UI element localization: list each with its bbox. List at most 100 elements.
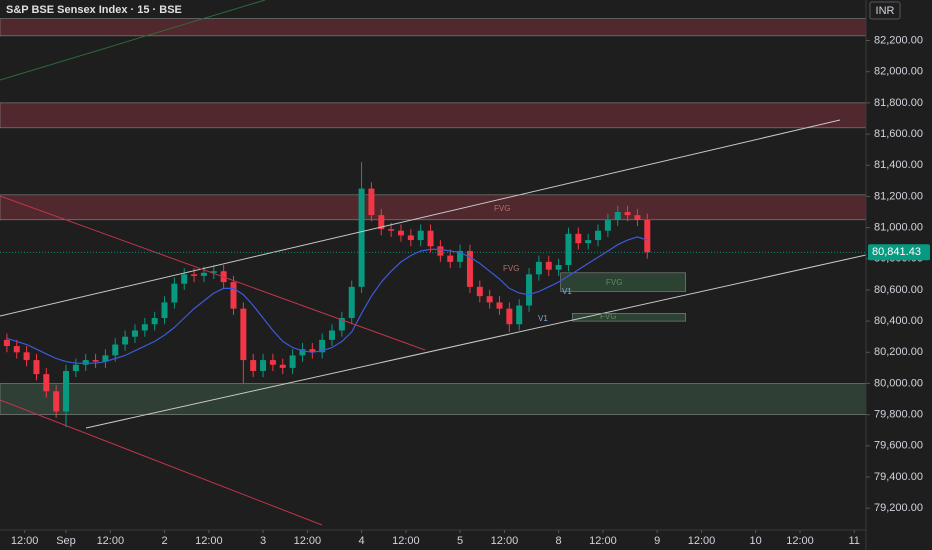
candle-body xyxy=(338,318,345,331)
candle-body xyxy=(388,229,395,231)
candle-body xyxy=(122,336,129,345)
y-tick-label: 79,600.00 xyxy=(874,440,923,452)
x-tick-label: 4 xyxy=(359,535,365,547)
candle-body xyxy=(644,219,651,253)
y-tick-label: 79,200.00 xyxy=(874,502,923,514)
candle-body xyxy=(210,271,217,273)
currency: INR xyxy=(876,5,895,17)
candle-body xyxy=(269,360,276,365)
candle-body xyxy=(279,364,286,368)
x-tick-label: 12:00 xyxy=(97,535,125,547)
y-tick-label: 81,600.00 xyxy=(874,128,923,140)
candle-body xyxy=(417,230,424,241)
channel-upper xyxy=(0,119,841,317)
candle-body xyxy=(348,286,355,318)
x-tick-label: 2 xyxy=(161,535,167,547)
candle-body xyxy=(260,360,267,371)
x-tick-label: 10 xyxy=(750,535,762,547)
x-tick-label: 12:00 xyxy=(589,535,617,547)
candle-body xyxy=(585,240,592,244)
candle-body xyxy=(368,188,375,216)
candle-body xyxy=(545,261,552,270)
candle-body xyxy=(358,188,365,287)
candle-body xyxy=(230,282,237,309)
y-tick-label: 82,200.00 xyxy=(874,34,923,46)
x-tick-label: 9 xyxy=(654,535,660,547)
y-tick-label: 79,400.00 xyxy=(874,471,923,483)
candle-body xyxy=(250,360,257,371)
candle-body xyxy=(63,371,70,412)
candle-body xyxy=(151,318,158,325)
green-trendline xyxy=(0,0,266,81)
candle-body xyxy=(437,246,444,256)
candle-body xyxy=(181,274,188,284)
candle-body xyxy=(3,339,10,347)
x-tick-label: 12:00 xyxy=(392,535,420,547)
x-tick-label: 3 xyxy=(260,535,266,547)
y-tick-label: 80,400.00 xyxy=(874,315,923,327)
red-trendline xyxy=(0,399,323,526)
annotation: FVG xyxy=(600,312,616,321)
x-tick-label: 12:00 xyxy=(195,535,223,547)
zone xyxy=(0,194,867,221)
moving-average xyxy=(6,236,648,364)
candle-body xyxy=(171,283,178,303)
candle-body xyxy=(614,212,621,220)
x-tick-label: 8 xyxy=(556,535,562,547)
red-trendline xyxy=(0,195,426,351)
annotation: V1 xyxy=(562,287,572,296)
candle-body xyxy=(535,261,542,275)
currency-box[interactable] xyxy=(869,1,901,20)
x-tick-label: 11 xyxy=(848,535,859,547)
x-tick-label: 12:00 xyxy=(294,535,322,547)
x-tick-label: 5 xyxy=(457,535,463,547)
candle-body xyxy=(13,346,20,353)
y-tick-label: 81,200.00 xyxy=(874,190,923,202)
zone xyxy=(572,313,687,322)
candle-body xyxy=(240,308,247,361)
y-tick-label: 81,000.00 xyxy=(874,221,923,233)
candle-body xyxy=(595,230,602,241)
annotation: FVG xyxy=(503,264,519,273)
candle-body xyxy=(289,355,296,368)
candle-body xyxy=(23,352,30,361)
candle-body xyxy=(92,360,99,362)
candle-body xyxy=(575,233,582,244)
candle-body xyxy=(447,255,454,262)
zone xyxy=(560,272,687,292)
candle-body xyxy=(329,330,336,340)
candle-body xyxy=(476,286,483,297)
annotation: V1 xyxy=(538,314,548,323)
candle-body xyxy=(102,355,109,362)
candle-body xyxy=(161,302,168,318)
y-tick-label: 81,800.00 xyxy=(874,97,923,109)
candle-body xyxy=(53,391,60,412)
plot-area xyxy=(0,18,867,428)
candle-body xyxy=(624,212,631,216)
candle-body xyxy=(634,215,641,220)
y-tick-label: 79,800.00 xyxy=(874,409,923,421)
candle-body xyxy=(466,250,473,287)
candle-body xyxy=(72,364,79,371)
candle-body xyxy=(506,308,513,325)
candle-body xyxy=(526,274,533,306)
candle-body xyxy=(555,265,562,270)
last-price-label: 80,841.43 xyxy=(872,246,921,258)
candle-body xyxy=(319,339,326,353)
candle-body xyxy=(131,330,138,337)
x-tick-label: 12:00 xyxy=(11,535,39,547)
annotation: FVG xyxy=(606,278,622,287)
x-tick-label: 12:00 xyxy=(491,535,519,547)
candle-body xyxy=(516,305,523,325)
y-tick-label: 80,000.00 xyxy=(874,377,923,389)
zone xyxy=(0,18,867,37)
candle-body xyxy=(496,302,503,309)
candle-body xyxy=(457,250,464,262)
x-tick-label: 12:00 xyxy=(786,535,814,547)
trendlines xyxy=(0,0,867,526)
candle-body xyxy=(82,360,89,365)
zone xyxy=(0,102,867,129)
y-tick-label: 82,000.00 xyxy=(874,66,923,78)
